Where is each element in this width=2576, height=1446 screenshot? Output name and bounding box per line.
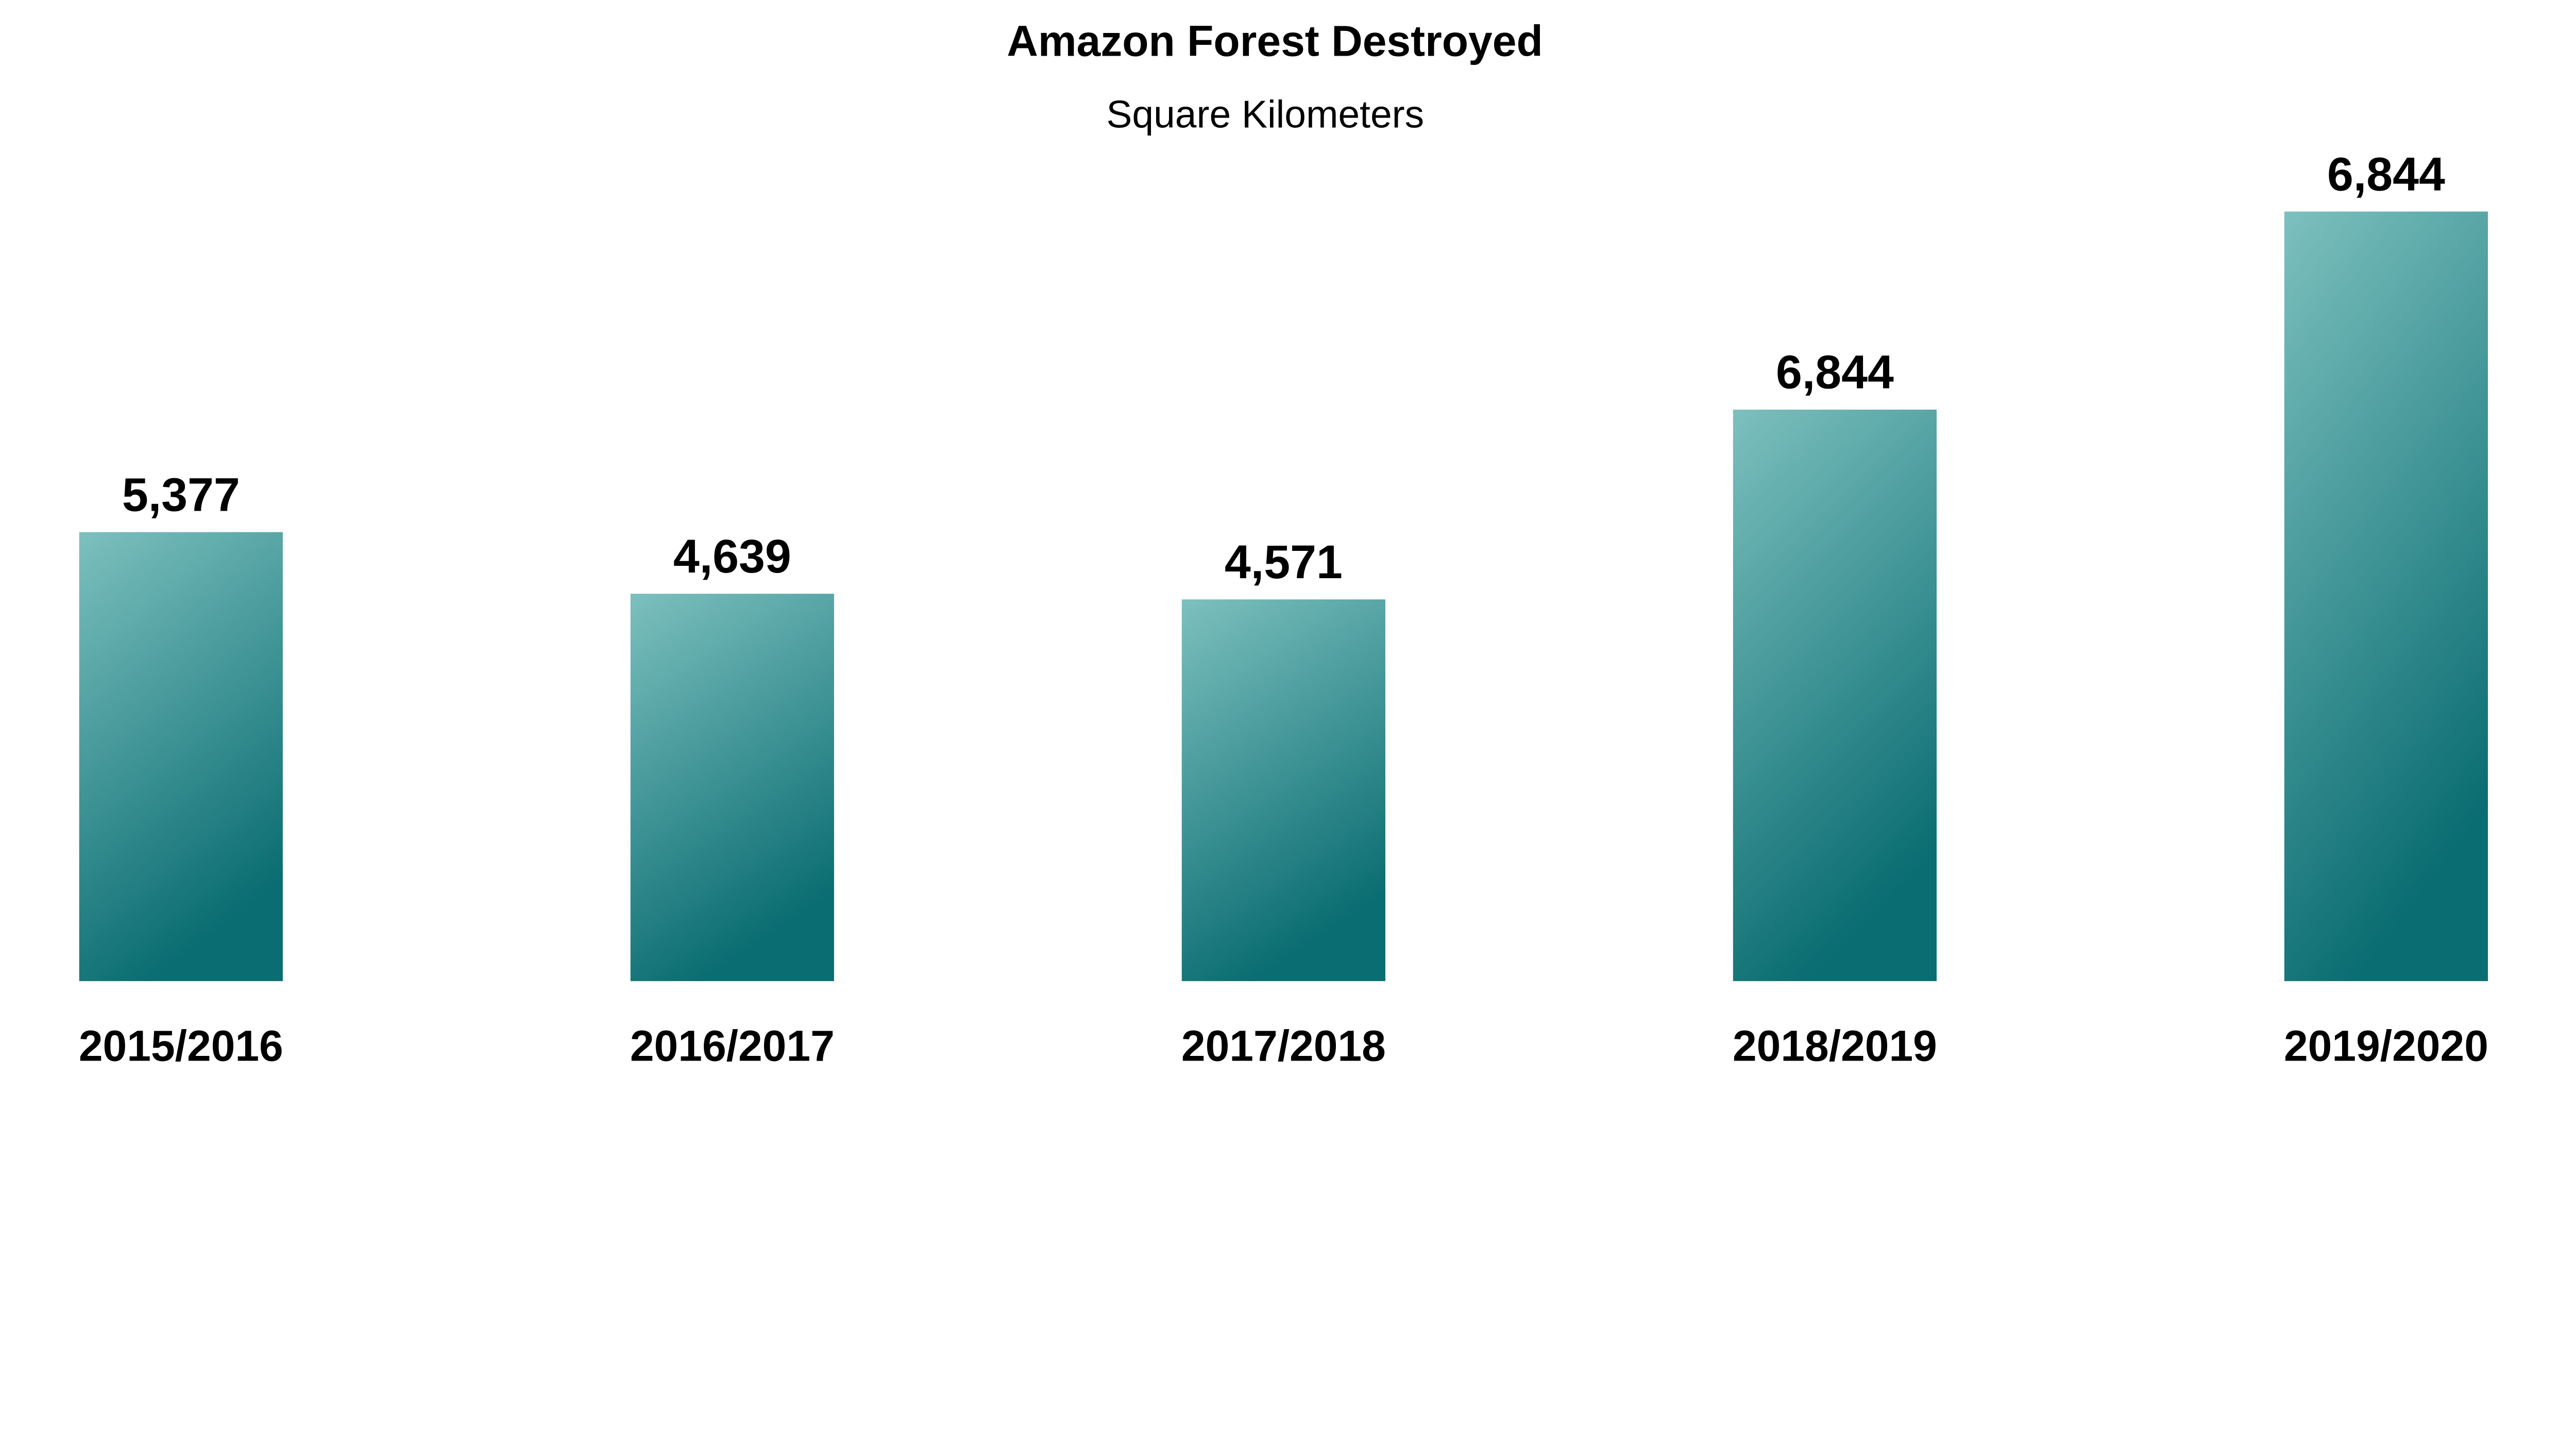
data-label: 6,844 bbox=[1776, 346, 1894, 399]
x-tick-label: 2015/2016 bbox=[79, 1021, 283, 1070]
x-tick-label: 2018/2019 bbox=[1733, 1021, 1937, 1070]
x-tick-label: 2019/2020 bbox=[2284, 1021, 2488, 1070]
bar-2015-2016 bbox=[79, 532, 283, 981]
bar-2017-2018 bbox=[1181, 599, 1385, 981]
x-tick-label: 2017/2018 bbox=[1181, 1021, 1386, 1070]
bar-chart: Amazon Forest Destroyed Square Kilometer… bbox=[79, 17, 2488, 1070]
data-label: 5,377 bbox=[122, 468, 240, 521]
data-label: 4,571 bbox=[1225, 536, 1343, 589]
bar-2018-2019 bbox=[1733, 409, 1937, 981]
bar-2019-2020 bbox=[2284, 211, 2488, 981]
chart-subtitle: Square Kilometers bbox=[1106, 92, 1424, 136]
bar-2016-2017 bbox=[630, 594, 834, 981]
x-tick-label: 2016/2017 bbox=[630, 1021, 835, 1070]
chart-title: Amazon Forest Destroyed bbox=[1007, 17, 1543, 65]
data-label: 4,639 bbox=[673, 530, 791, 583]
data-label: 6,844 bbox=[2327, 148, 2445, 200]
